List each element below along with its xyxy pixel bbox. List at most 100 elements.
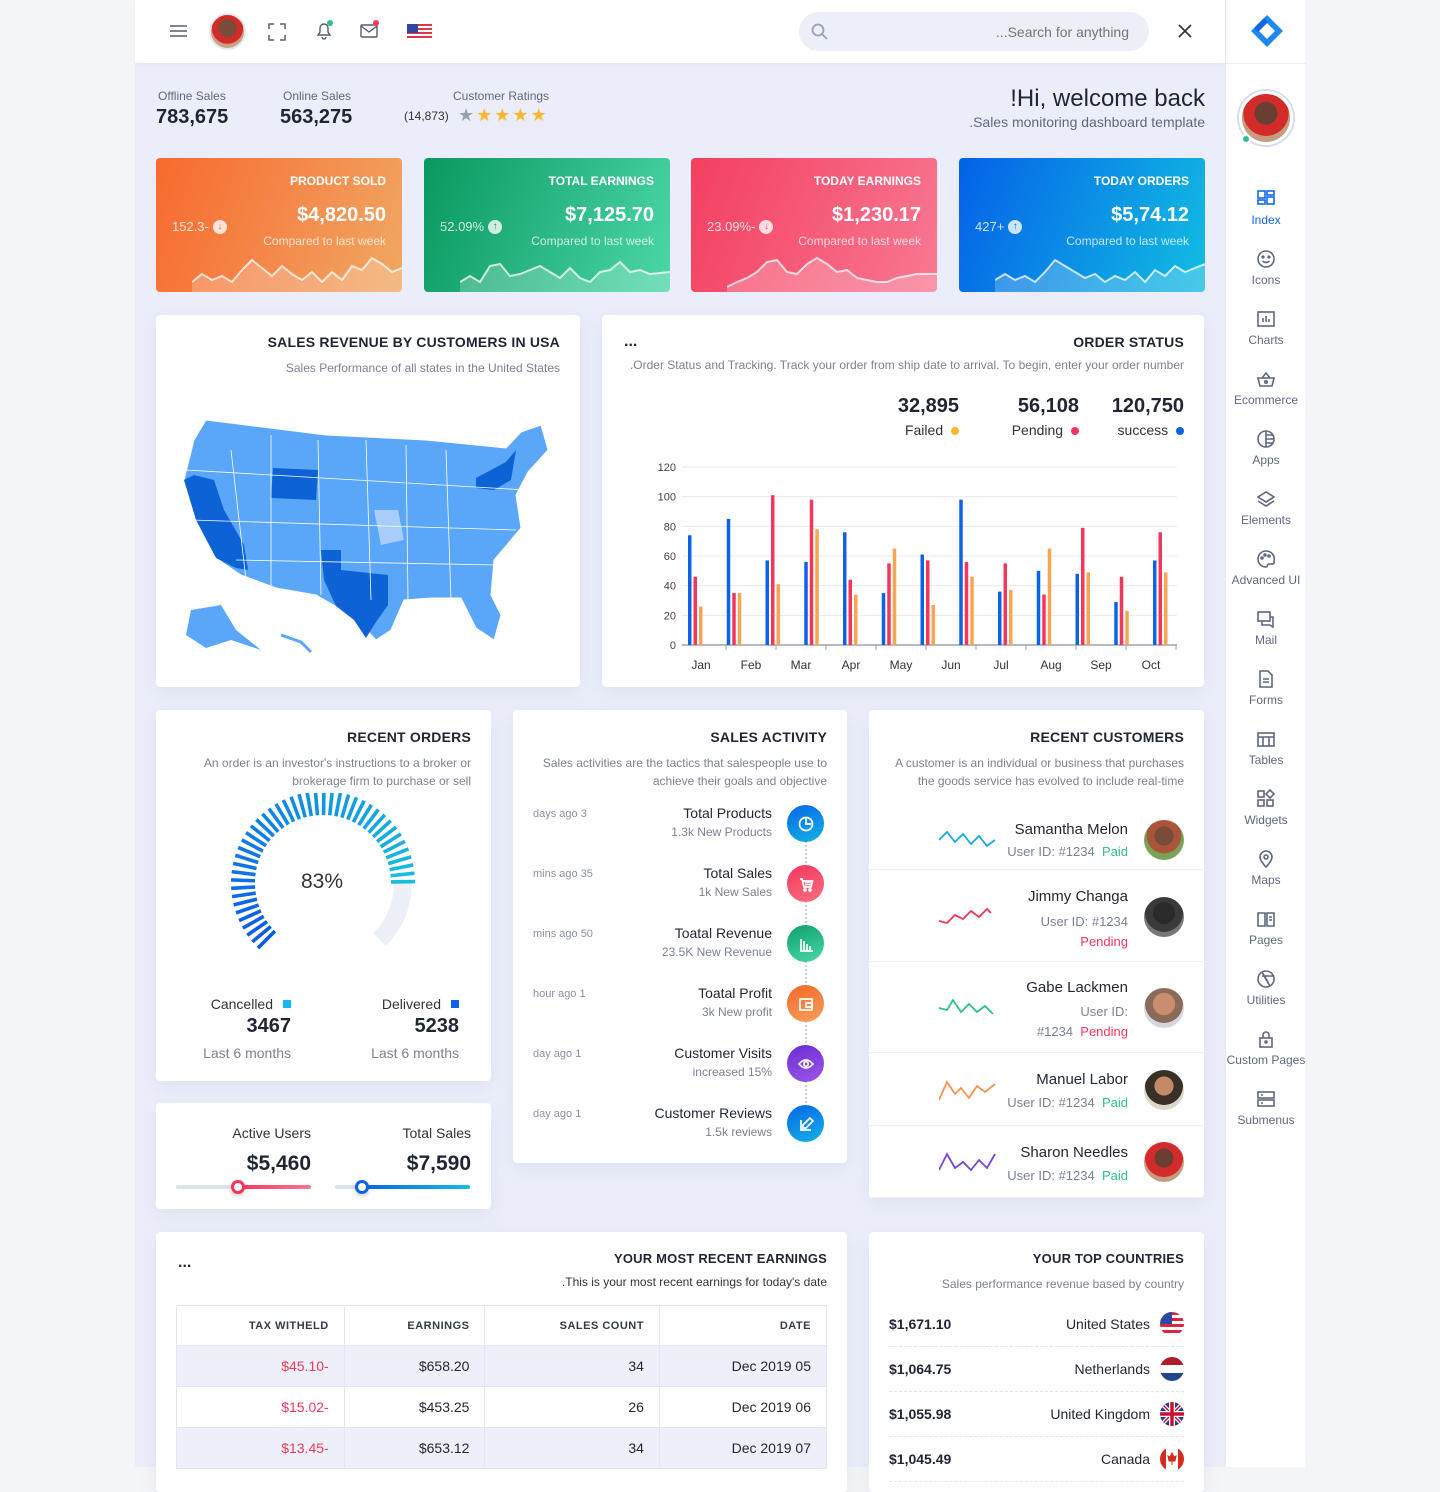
y-tick-label: 100 xyxy=(658,492,676,504)
customer-row[interactable]: Samantha Melon User ID: #1234 Paid xyxy=(869,810,1204,870)
stat-card-compare: Compared to last week xyxy=(798,234,921,248)
active-users-slider[interactable] xyxy=(176,1185,311,1189)
sidebar-item-label: Ecommerce xyxy=(1234,393,1298,407)
netherlands-flag-icon xyxy=(1160,1357,1184,1381)
top-bar xyxy=(135,0,1225,63)
bar xyxy=(1042,595,1046,645)
search-input[interactable] xyxy=(839,12,1129,51)
customer-row[interactable]: Sharon Needles User ID: #1234 Paid xyxy=(869,1126,1204,1198)
bar xyxy=(766,560,770,645)
sidebar-item-ecommerce[interactable]: Ecommerce xyxy=(1226,369,1306,407)
stat-card-today-earnings[interactable]: TODAY EARNINGS $1,230.17 Compared to las… xyxy=(691,158,937,292)
notification-bell-icon[interactable] xyxy=(314,19,336,41)
order-stat-pending: 56,108 Pending xyxy=(1012,395,1079,438)
search-bar[interactable] xyxy=(799,12,1149,51)
change-value: 152.3- xyxy=(172,219,209,234)
customer-row[interactable]: Manuel Labor User ID: #1234 Paid xyxy=(869,1053,1204,1126)
total-sales-slider[interactable] xyxy=(335,1185,470,1189)
cancelled-value: 3467 xyxy=(247,1015,292,1038)
sidebar-item-elements[interactable]: Elements xyxy=(1226,489,1306,527)
stat-card-product-sold[interactable]: PRODUCT SOLD $4,820.50 Compared to last … xyxy=(156,158,402,292)
stat-card-today-orders[interactable]: TODAY ORDERS $5,74.12 Compared to last w… xyxy=(959,158,1205,292)
customer-status: Pending xyxy=(1080,1024,1128,1039)
bar xyxy=(688,535,692,645)
sidebar-item-maps[interactable]: Maps xyxy=(1226,849,1306,887)
sidebar-item-pages[interactable]: Pages xyxy=(1226,909,1306,947)
order-menu-button[interactable]: ... xyxy=(624,333,637,351)
stat-card-change: 23.09%-↓ xyxy=(707,219,773,234)
bar xyxy=(810,500,814,645)
sidebar-item-forms[interactable]: Forms xyxy=(1226,669,1306,707)
sidebar-item-icons[interactable]: Icons xyxy=(1226,249,1306,287)
usa-map[interactable] xyxy=(176,410,556,655)
app-logo[interactable] xyxy=(1250,14,1284,48)
sidebar-item-custom-pages[interactable]: Custom Pages xyxy=(1226,1029,1306,1067)
slider-handle[interactable] xyxy=(355,1180,369,1194)
close-icon[interactable] xyxy=(1178,24,1192,38)
col-date[interactable]: DATE xyxy=(659,1306,826,1346)
col-earnings[interactable]: EARNINGS xyxy=(344,1306,485,1346)
slider-handle[interactable] xyxy=(231,1180,245,1194)
gauge-tick xyxy=(388,857,411,864)
mini-stats-card: Active Users $5,460 Total Sales $7,590 xyxy=(156,1103,491,1209)
customer-name: Jimmy Changa xyxy=(1028,888,1128,905)
cancelled-period: Last 6 months xyxy=(203,1045,291,1061)
table-icon xyxy=(1256,729,1276,749)
recent-orders-card: RECENT ORDERS An order is an investor's … xyxy=(156,710,491,1081)
sidebar-item-label: Elements xyxy=(1241,513,1291,527)
stat-card-total-earnings[interactable]: TOTAL EARNINGS $7,125.70 Compared to las… xyxy=(424,158,670,292)
online-sales-value: 563,275 xyxy=(280,106,352,129)
sidebar-item-submenus[interactable]: Submenus xyxy=(1226,1089,1306,1127)
activity-sub: 3k New profit xyxy=(702,1005,772,1019)
col-sales-count[interactable]: SALES COUNT xyxy=(485,1306,659,1346)
sidebar-item-advanced-ui[interactable]: Advanced UI xyxy=(1226,549,1306,587)
tax-cell: $15.02- xyxy=(177,1387,345,1428)
fullscreen-icon[interactable] xyxy=(268,23,286,41)
customer-row[interactable]: Gabe Lackmen User ID: #1234 Pending xyxy=(869,962,1204,1053)
earnings-menu-button[interactable]: ... xyxy=(178,1254,191,1272)
stat-card-value: $5,74.12 xyxy=(1111,204,1189,227)
mail-icon[interactable] xyxy=(359,19,381,41)
sidebar-item-utilities[interactable]: Utilities xyxy=(1226,969,1306,1007)
hamburger-menu-icon[interactable] xyxy=(170,24,188,38)
sidebar-item-tables[interactable]: Tables xyxy=(1226,729,1306,767)
sidebar-item-charts[interactable]: Charts xyxy=(1226,309,1306,347)
country-amount: $1,064.75 xyxy=(889,1361,1075,1377)
star-filled-icon: ★ xyxy=(531,105,549,125)
customer-id: User ID: #1234 xyxy=(1041,914,1128,929)
total-sales-label: Total Sales xyxy=(403,1125,471,1141)
recent-customers-desc: A customer is an individual or business … xyxy=(884,754,1184,790)
sidebar-item-mail[interactable]: Mail xyxy=(1226,609,1306,647)
sidebar-item-index[interactable]: Index xyxy=(1226,189,1306,227)
sidebar-item-apps[interactable]: Apps xyxy=(1226,429,1306,467)
stat-card-title: TOTAL EARNINGS xyxy=(549,174,654,188)
activity-icon-badge xyxy=(787,805,824,842)
gauge-tick xyxy=(231,880,255,881)
cancelled-label: Cancelled xyxy=(211,996,273,1012)
activity-icon-badge xyxy=(787,1045,824,1082)
x-tick-label: Sep xyxy=(1090,658,1112,672)
delivered-swatch xyxy=(451,1000,459,1008)
trend-down-icon: ↓ xyxy=(759,220,773,234)
sales-map-card: SALES REVENUE BY CUSTOMERS IN USA Sales … xyxy=(156,315,580,687)
sidebar-item-widgets[interactable]: Widgets xyxy=(1226,789,1306,827)
bar xyxy=(738,593,742,645)
smiley-icon xyxy=(1256,249,1276,269)
cancelled-legend: Cancelled xyxy=(211,996,291,1012)
col-tax-witheld[interactable]: TAX WITHELD xyxy=(177,1306,345,1346)
user-avatar[interactable] xyxy=(209,13,246,50)
bar xyxy=(699,606,703,645)
state-alaska xyxy=(186,605,261,650)
us-flag-icon[interactable] xyxy=(407,24,432,40)
country-flag xyxy=(1160,1447,1184,1471)
slider-fill xyxy=(238,1185,311,1189)
order-stat-value: 56,108 xyxy=(1012,395,1079,418)
